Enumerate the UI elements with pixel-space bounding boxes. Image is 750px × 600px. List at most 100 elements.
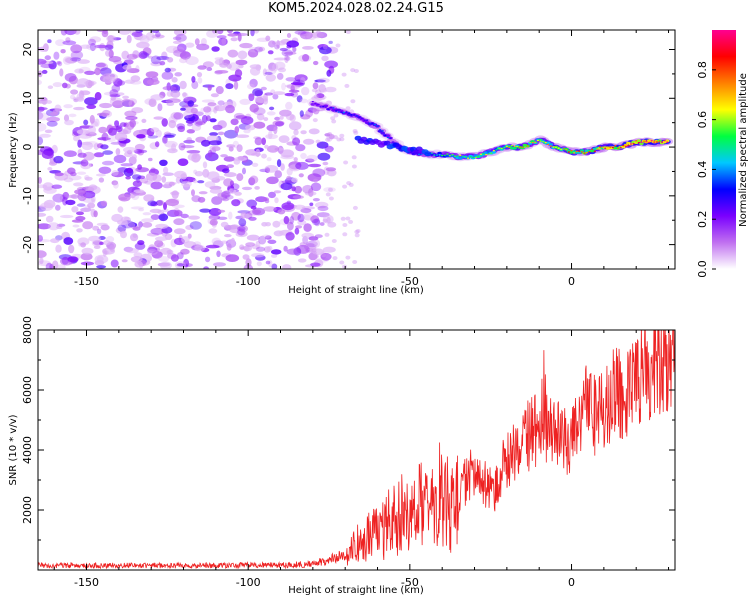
- noise-blob: [279, 115, 284, 120]
- noise-blob: [265, 73, 276, 82]
- noise-blob: [113, 181, 119, 189]
- noise-blob: [267, 239, 277, 244]
- noise-blob: [159, 61, 166, 66]
- noise-blob: [143, 194, 155, 202]
- noise-blob: [44, 129, 53, 134]
- noise-blob: [62, 40, 77, 46]
- noise-blob: [126, 34, 132, 44]
- noise-blob: [86, 43, 98, 51]
- noise-blob: [294, 185, 303, 194]
- noise-blob: [164, 133, 177, 137]
- noise-blob: [311, 248, 317, 253]
- ridge-segment: [640, 141, 643, 143]
- noise-blob: [135, 167, 150, 173]
- ridge-segment: [619, 146, 622, 149]
- noise-blob: [221, 191, 231, 199]
- noise-blob: [89, 36, 102, 43]
- noise-blob: [233, 81, 239, 90]
- noise-blob: [50, 111, 58, 116]
- noise-blob: [175, 176, 181, 184]
- noise-blob: [44, 55, 51, 61]
- noise-blob: [56, 223, 66, 227]
- ridge-segment: [355, 115, 358, 117]
- noise-blob: [271, 254, 278, 258]
- noise-blob: [354, 233, 360, 238]
- noise-blob: [353, 130, 359, 135]
- noise-blob: [106, 35, 117, 43]
- noise-blob: [38, 136, 44, 146]
- noise-blob: [70, 89, 79, 95]
- noise-blob: [191, 76, 196, 83]
- noise-blob: [285, 232, 295, 241]
- ridge-segment: [658, 140, 661, 142]
- noise-blob: [88, 235, 101, 242]
- noise-blob: [187, 100, 195, 107]
- noise-blob: [312, 198, 320, 202]
- noise-blob: [157, 209, 164, 215]
- noise-blob: [64, 119, 74, 126]
- noise-blob: [109, 93, 121, 98]
- noise-blob: [62, 191, 70, 200]
- noise-blob: [194, 171, 204, 177]
- noise-blob: [110, 141, 122, 145]
- noise-blob: [221, 197, 229, 202]
- noise-blob: [147, 249, 158, 256]
- noise-blob: [145, 71, 159, 78]
- ridge-segment: [373, 123, 376, 126]
- noise-blob: [269, 106, 275, 111]
- noise-blob: [84, 70, 96, 75]
- noise-blob: [209, 132, 219, 137]
- noise-blob: [67, 256, 79, 263]
- ridge-segment: [327, 108, 330, 110]
- noise-blob: [45, 100, 53, 104]
- noise-blob: [266, 145, 280, 153]
- noise-blob: [133, 252, 143, 258]
- ridge-segment: [385, 134, 391, 138]
- ridge-segment: [539, 140, 542, 142]
- ridge-segment: [629, 143, 633, 145]
- noise-blob: [226, 63, 232, 69]
- noise-blob: [266, 245, 273, 252]
- noise-blob: [150, 227, 165, 235]
- noise-blob: [53, 155, 64, 164]
- noise-blob: [113, 154, 127, 164]
- noise-blob: [306, 32, 317, 40]
- noise-blob: [112, 37, 122, 41]
- noise-blob: [168, 181, 175, 187]
- noise-blob: [285, 77, 297, 82]
- noise-blob: [217, 100, 225, 106]
- noise-blob: [186, 129, 195, 134]
- noise-blob: [81, 247, 94, 255]
- noise-blob: [46, 116, 60, 122]
- spectrogram-y-axis-label: Frequency (Hz): [8, 112, 19, 188]
- noise-blob: [103, 240, 111, 246]
- noise-blob: [89, 114, 95, 124]
- noise-blob: [146, 79, 160, 85]
- noise-blob: [320, 88, 328, 93]
- ridge-segment: [567, 151, 571, 153]
- noise-blob: [345, 216, 351, 221]
- ridge-segment: [547, 143, 550, 146]
- ridge-segment: [512, 146, 517, 150]
- ridge-segment: [492, 150, 495, 152]
- ridge-segment: [516, 145, 519, 148]
- noise-blob: [308, 236, 319, 241]
- noise-blob: [236, 144, 243, 153]
- noise-blob: [300, 31, 313, 40]
- noise-blob: [203, 106, 212, 113]
- noise-blob: [245, 242, 256, 247]
- noise-blob: [38, 47, 45, 51]
- noise-blob: [237, 210, 251, 214]
- noise-blob: [289, 114, 296, 122]
- noise-blob: [261, 222, 268, 227]
- noise-blob: [180, 173, 187, 180]
- noise-blob: [123, 146, 137, 153]
- noise-blob: [70, 50, 84, 60]
- noise-blob: [198, 191, 208, 195]
- noise-blob: [122, 64, 132, 70]
- noise-blob: [240, 212, 247, 219]
- noise-blob: [111, 84, 121, 93]
- noise-blob: [124, 79, 136, 84]
- noise-blob: [196, 72, 203, 78]
- noise-blob: [280, 163, 285, 171]
